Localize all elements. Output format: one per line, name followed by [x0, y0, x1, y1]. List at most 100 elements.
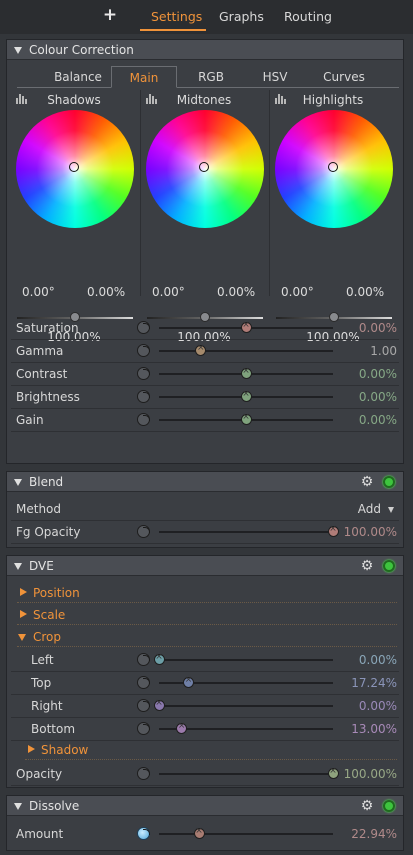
opacity-slider[interactable] — [159, 773, 333, 775]
row-value[interactable]: 0.00% — [358, 413, 397, 427]
colour-correction-header[interactable]: Colour Correction — [7, 40, 403, 60]
crop-right-slider[interactable] — [159, 705, 333, 707]
reset-dial-icon[interactable] — [137, 525, 150, 538]
reset-dial-icon[interactable] — [137, 367, 150, 380]
crop-bottom-slider[interactable] — [159, 728, 333, 730]
collapse-triangle-icon[interactable] — [14, 47, 22, 54]
tab-balance[interactable]: Balance — [54, 70, 102, 84]
group-label[interactable]: Scale — [33, 608, 66, 622]
histogram-icon[interactable] — [16, 94, 28, 104]
enable-toggle-icon[interactable] — [383, 560, 395, 572]
slider-knob[interactable] — [153, 698, 165, 711]
group-label[interactable]: Position — [33, 586, 80, 600]
row-value[interactable]: 0.00% — [358, 321, 397, 335]
reset-dial-icon[interactable] — [137, 722, 150, 735]
row-value[interactable]: 100.00% — [343, 767, 397, 781]
slider-knob[interactable] — [176, 721, 188, 734]
row-value[interactable]: 13.00% — [351, 722, 397, 736]
collapse-triangle-icon[interactable] — [14, 563, 22, 570]
wheel-amount[interactable]: 0.00% — [346, 285, 385, 299]
wheel-amount[interactable]: 0.00% — [87, 285, 126, 299]
tab-settings[interactable]: Settings — [151, 9, 203, 24]
wheel-luminance[interactable]: 100.00% — [306, 330, 360, 344]
wheel-cursor[interactable] — [199, 162, 209, 172]
amount-slider[interactable] — [159, 833, 333, 835]
tab-main[interactable]: Main — [111, 66, 177, 88]
collapse-triangle-icon[interactable] — [14, 479, 22, 486]
expand-triangle-icon[interactable] — [28, 745, 35, 753]
slider-knob[interactable] — [327, 524, 339, 537]
blend-header[interactable]: Blend ⚙ — [7, 472, 403, 492]
reset-dial-icon[interactable] — [137, 676, 150, 689]
wheel-cursor[interactable] — [328, 162, 338, 172]
reset-dial-icon[interactable] — [137, 390, 150, 403]
expand-triangle-icon[interactable] — [20, 588, 27, 596]
row-value[interactable]: 17.24% — [351, 676, 397, 690]
reset-dial-icon[interactable] — [137, 344, 150, 357]
crop-group[interactable]: Crop — [17, 627, 397, 647]
tab-routing[interactable]: Routing — [284, 9, 332, 24]
luminance-slider[interactable] — [147, 312, 263, 322]
slider-knob[interactable] — [240, 412, 252, 425]
gamma-slider[interactable] — [159, 350, 333, 352]
reset-dial-icon[interactable] — [137, 413, 150, 426]
histogram-icon[interactable] — [146, 94, 158, 104]
reset-dial-icon[interactable] — [137, 767, 150, 780]
expand-triangle-icon[interactable] — [20, 610, 27, 618]
gear-icon[interactable]: ⚙ — [360, 558, 374, 574]
slider-knob[interactable] — [240, 366, 252, 379]
gear-icon[interactable]: ⚙ — [360, 474, 374, 490]
luminance-slider[interactable] — [17, 312, 133, 322]
dve-header[interactable]: DVE ⚙ — [7, 556, 403, 576]
shadows-color-wheel[interactable] — [16, 110, 134, 228]
slider-knob[interactable] — [70, 312, 80, 322]
reset-dial-icon[interactable] — [137, 699, 150, 712]
wheel-cursor[interactable] — [69, 162, 79, 172]
wheel-luminance[interactable]: 100.00% — [177, 330, 231, 344]
histogram-icon[interactable] — [275, 94, 287, 104]
luminance-slider[interactable] — [276, 312, 392, 322]
slider-knob[interactable] — [195, 343, 207, 356]
enable-toggle-icon[interactable] — [383, 800, 395, 812]
slider-knob[interactable] — [200, 312, 210, 322]
slider-knob[interactable] — [153, 652, 165, 665]
method-dropdown[interactable]: Add — [357, 502, 381, 516]
scale-group[interactable]: Scale — [17, 605, 397, 625]
dissolve-header[interactable]: Dissolve ⚙ — [7, 796, 403, 816]
wheel-angle[interactable]: 0.00° — [281, 285, 314, 299]
tab-hsv[interactable]: HSV — [262, 70, 288, 84]
highlights-color-wheel[interactable] — [275, 110, 393, 228]
wheel-luminance[interactable]: 100.00% — [47, 330, 101, 344]
reset-dial-icon[interactable] — [137, 827, 150, 840]
midtones-color-wheel[interactable] — [146, 110, 264, 228]
fg-opacity-slider[interactable] — [159, 531, 333, 533]
row-value[interactable]: 0.00% — [358, 390, 397, 404]
slider-knob[interactable] — [240, 320, 252, 333]
slider-knob[interactable] — [327, 766, 339, 779]
row-value[interactable]: 100.00% — [343, 525, 397, 539]
enable-toggle-icon[interactable] — [383, 476, 395, 488]
row-value[interactable]: 22.94% — [351, 827, 397, 841]
add-button[interactable]: + — [102, 5, 118, 25]
crop-left-slider[interactable] — [159, 659, 333, 661]
shadow-group[interactable]: Shadow — [25, 740, 397, 760]
collapse-triangle-icon[interactable] — [18, 634, 26, 641]
reset-dial-icon[interactable] — [137, 321, 150, 334]
reset-dial-icon[interactable] — [137, 653, 150, 666]
slider-knob[interactable] — [240, 389, 252, 402]
tab-graphs[interactable]: Graphs — [219, 9, 264, 24]
wheel-angle[interactable]: 0.00° — [152, 285, 185, 299]
wheel-angle[interactable]: 0.00° — [22, 285, 55, 299]
chevron-down-icon[interactable] — [388, 507, 394, 513]
group-label[interactable]: Crop — [33, 630, 62, 644]
group-label[interactable]: Shadow — [41, 743, 89, 757]
row-value[interactable]: 0.00% — [358, 699, 397, 713]
position-group[interactable]: Position — [17, 583, 397, 603]
tab-curves[interactable]: Curves — [323, 70, 365, 84]
crop-top-slider[interactable] — [159, 682, 333, 684]
row-value[interactable]: 1.00 — [370, 344, 397, 358]
slider-knob[interactable] — [329, 312, 339, 322]
slider-knob[interactable] — [193, 826, 205, 839]
slider-knob[interactable] — [183, 675, 195, 688]
wheel-amount[interactable]: 0.00% — [217, 285, 256, 299]
